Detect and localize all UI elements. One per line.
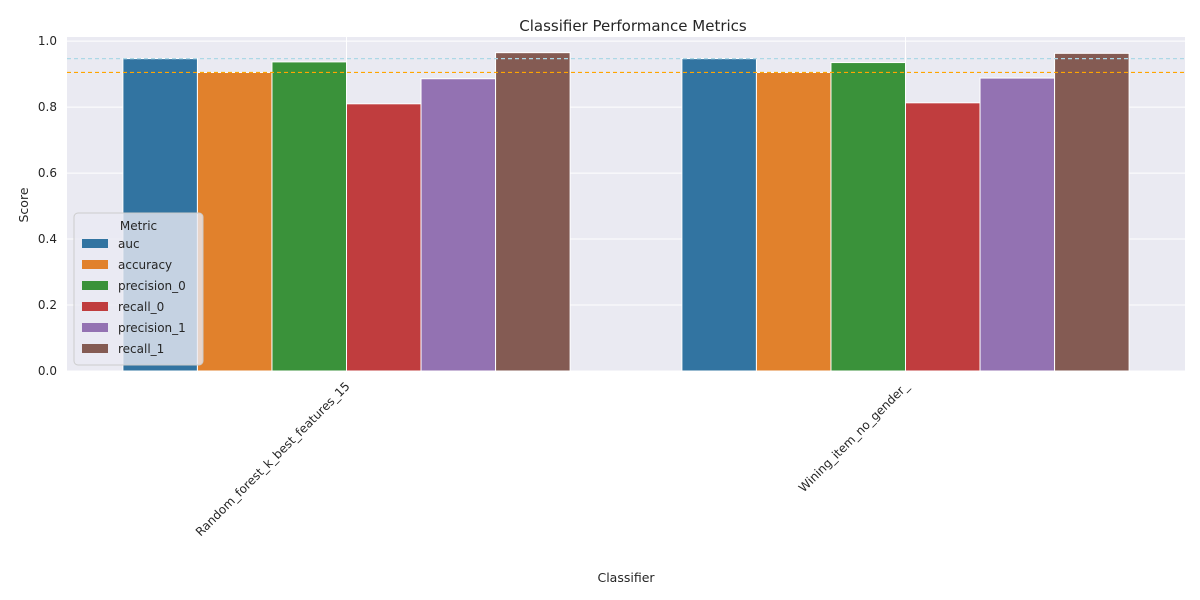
bar-accuracy — [196, 71, 273, 372]
legend-swatch-recall_1 — [82, 344, 108, 353]
legend-swatch-precision_1 — [82, 323, 108, 332]
bar-recall_0 — [905, 102, 981, 372]
bar-recall_1 — [1054, 52, 1130, 372]
chart-title: Classifier Performance Metrics — [519, 17, 747, 35]
legend: Metric auc accuracy precision_0 recall_0prec… — [73, 212, 204, 366]
x-axis-label: Classifier — [597, 570, 655, 585]
legend-label-precision_1: precision_1 — [118, 321, 186, 335]
legend-swatch-recall_0 — [82, 302, 108, 311]
x-tick-label: Wining_item_no_gender_ — [796, 379, 912, 495]
bar-precision_0 — [271, 61, 348, 372]
legend-swatch-accuracy — [82, 260, 108, 269]
bar-recall_0 — [346, 103, 422, 372]
legend-label-accuracy: accuracy — [118, 258, 172, 272]
legend-label-recall_1: recall_1 — [118, 342, 164, 356]
y-tick-label: 0.2 — [38, 298, 57, 312]
legend-swatch-precision_0 — [82, 281, 108, 290]
bar-precision_1 — [979, 77, 1056, 372]
y-axis-label: Score — [16, 187, 31, 222]
y-tick-label: 1.0 — [38, 34, 57, 48]
y-tick-label: 0.4 — [38, 232, 57, 246]
bar-precision_0 — [830, 62, 907, 372]
bar-accuracy — [755, 71, 832, 372]
legend-label-recall_0: recall_0 — [118, 300, 164, 314]
x-tick-label: Random_forest_k_best_features_15 — [193, 379, 353, 539]
legend-label-auc: auc — [118, 237, 140, 251]
legend-label-precision_0: precision_0 — [118, 279, 186, 293]
bar-recall_1 — [495, 52, 571, 372]
legend-title: Metric — [120, 219, 157, 233]
y-tick-label: 0.8 — [38, 100, 57, 114]
bar-precision_1 — [420, 78, 497, 372]
y-tick-label: 0.6 — [38, 166, 57, 180]
legend-swatch-auc — [82, 239, 108, 248]
y-tick-label: 0.0 — [38, 364, 57, 378]
bar-auc — [681, 58, 757, 372]
